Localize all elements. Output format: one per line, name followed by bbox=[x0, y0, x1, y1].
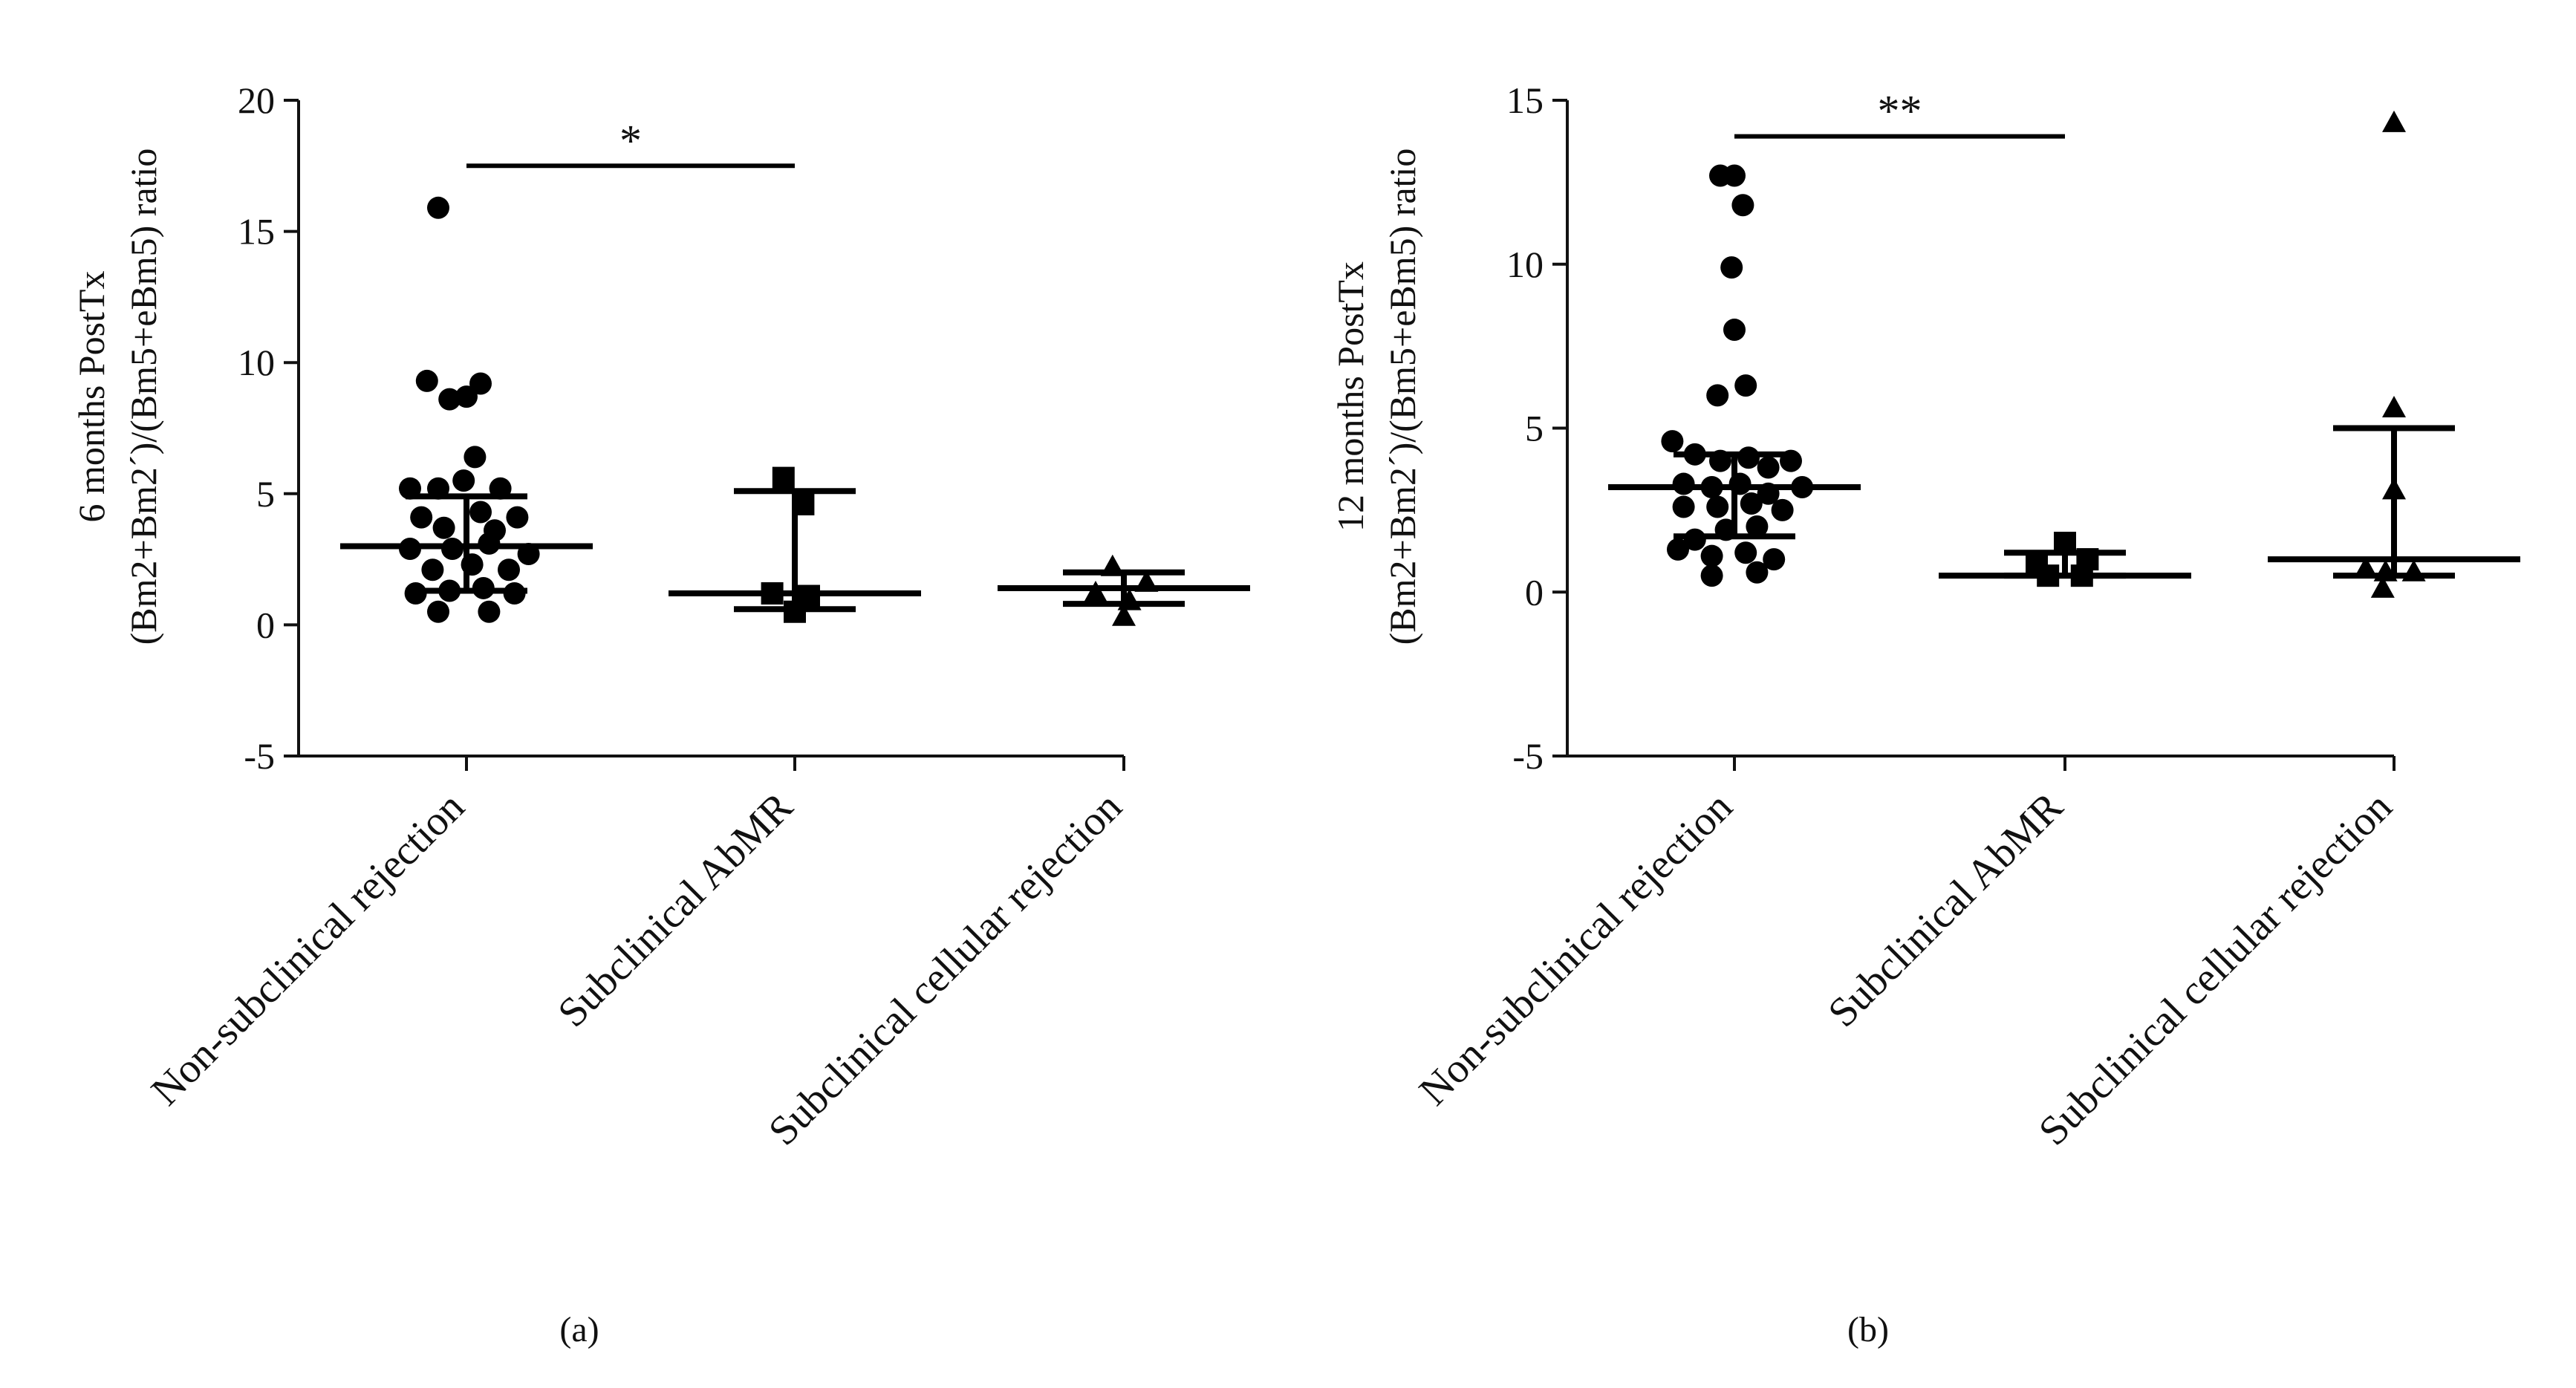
significance-marker: ** bbox=[1878, 87, 1922, 136]
significance: ** bbox=[1734, 87, 2065, 139]
axes: -5 0 5 10 15 20 Non-subclinical rejection Subcl… bbox=[143, 79, 1131, 1154]
y-tick-label: 20 bbox=[238, 79, 275, 121]
data-point-circle bbox=[1740, 492, 1763, 515]
data-point-circle bbox=[410, 506, 433, 529]
y-axis-label-line1: 6 months PostTx bbox=[71, 271, 112, 523]
data-point-circle bbox=[469, 372, 492, 395]
y-tick-label: 5 bbox=[1525, 408, 1544, 449]
data-point-circle bbox=[498, 558, 520, 581]
data-point-triangle bbox=[1112, 604, 1136, 626]
data-point-circle bbox=[1700, 564, 1723, 587]
y-tick-label: -5 bbox=[1512, 735, 1544, 777]
data-point-circle bbox=[455, 385, 478, 408]
category-label: Subclinical AbMR bbox=[1819, 783, 2072, 1036]
y-tick-label: 10 bbox=[1506, 244, 1544, 285]
y-tick-label: 0 bbox=[256, 604, 275, 645]
category-label: Subclinical AbMR bbox=[549, 783, 801, 1036]
data-points bbox=[399, 196, 1159, 626]
data-point-circle bbox=[1731, 194, 1754, 217]
y-axis-label-line1: 12 months PostTx bbox=[1330, 261, 1371, 532]
data-point-circle bbox=[1706, 495, 1729, 518]
data-point-circle bbox=[1672, 495, 1695, 518]
data-point-circle bbox=[432, 516, 455, 539]
y-axis-label-line2: (Bm2+Bm2´)/(Bm5+eBm5) ratio bbox=[123, 149, 164, 645]
data-point-circle bbox=[415, 369, 438, 392]
significance-marker: * bbox=[619, 116, 642, 165]
data-point-triangle bbox=[2382, 396, 2406, 418]
data-point-circle bbox=[1700, 544, 1723, 567]
category-label: Subclinical cellular rejection bbox=[760, 783, 1131, 1154]
data-point-circle bbox=[1746, 561, 1769, 584]
data-point-circle bbox=[421, 558, 444, 581]
data-point-circle bbox=[1734, 374, 1757, 397]
data-point-circle bbox=[452, 469, 475, 492]
median-iqr-bars bbox=[1608, 425, 2520, 579]
category-label: Subclinical cellular rejection bbox=[2030, 783, 2401, 1154]
panel-b: 12 months PostTx (Bm2+Bm2´)/(Bm5+eBm5) r… bbox=[1330, 79, 2520, 1349]
median-iqr-bars bbox=[340, 488, 1250, 613]
panel-a: 6 months PostTx (Bm2+Bm2´)/(Bm5+eBm5) ra… bbox=[71, 79, 1250, 1349]
category-label: Non-subclinical rejection bbox=[1411, 783, 1741, 1114]
data-point-circle bbox=[478, 600, 501, 623]
y-tick-label: -5 bbox=[244, 735, 275, 777]
y-tick-label: 0 bbox=[1525, 571, 1544, 613]
data-point-circle bbox=[506, 506, 529, 529]
data-point-circle bbox=[1734, 541, 1757, 564]
data-point-circle bbox=[1723, 164, 1746, 187]
data-point-triangle bbox=[2370, 576, 2395, 598]
data-points bbox=[1661, 110, 2426, 598]
panel-label: (b) bbox=[1847, 1310, 1889, 1349]
significance: * bbox=[466, 116, 795, 169]
data-point-circle bbox=[464, 446, 487, 469]
data-point-circle bbox=[1746, 515, 1769, 538]
panel-label: (a) bbox=[559, 1310, 599, 1349]
data-point-circle bbox=[427, 600, 449, 623]
y-tick-label: 5 bbox=[256, 473, 275, 515]
data-point-circle bbox=[438, 388, 461, 411]
data-point-circle bbox=[1763, 548, 1786, 571]
y-axis-label-line2: (Bm2+Bm2´)/(Bm5+eBm5) ratio bbox=[1382, 149, 1423, 645]
data-point-circle bbox=[469, 501, 492, 524]
data-point-circle bbox=[1720, 256, 1743, 279]
data-point-circle bbox=[1771, 498, 1794, 521]
axes: -5 0 5 10 15 Non-subclinical rejection Subclin… bbox=[1411, 79, 2401, 1154]
data-point-square bbox=[772, 466, 795, 489]
data-point-circle bbox=[1757, 456, 1780, 479]
data-point-circle bbox=[1723, 319, 1746, 342]
data-point-circle bbox=[1667, 538, 1689, 561]
data-point-triangle bbox=[1084, 581, 1108, 603]
category-label: Non-subclinical rejection bbox=[143, 783, 473, 1114]
data-point-circle bbox=[1672, 472, 1695, 495]
data-point-circle bbox=[1737, 446, 1760, 469]
data-point-triangle bbox=[2354, 556, 2378, 579]
data-point-triangle bbox=[2382, 110, 2406, 132]
data-point-circle bbox=[427, 196, 449, 219]
data-point-circle bbox=[1706, 384, 1729, 407]
data-point-circle bbox=[1661, 430, 1684, 453]
y-tick-label: 10 bbox=[238, 342, 275, 383]
y-tick-label: 15 bbox=[1506, 79, 1544, 121]
y-tick-label: 15 bbox=[238, 211, 275, 252]
